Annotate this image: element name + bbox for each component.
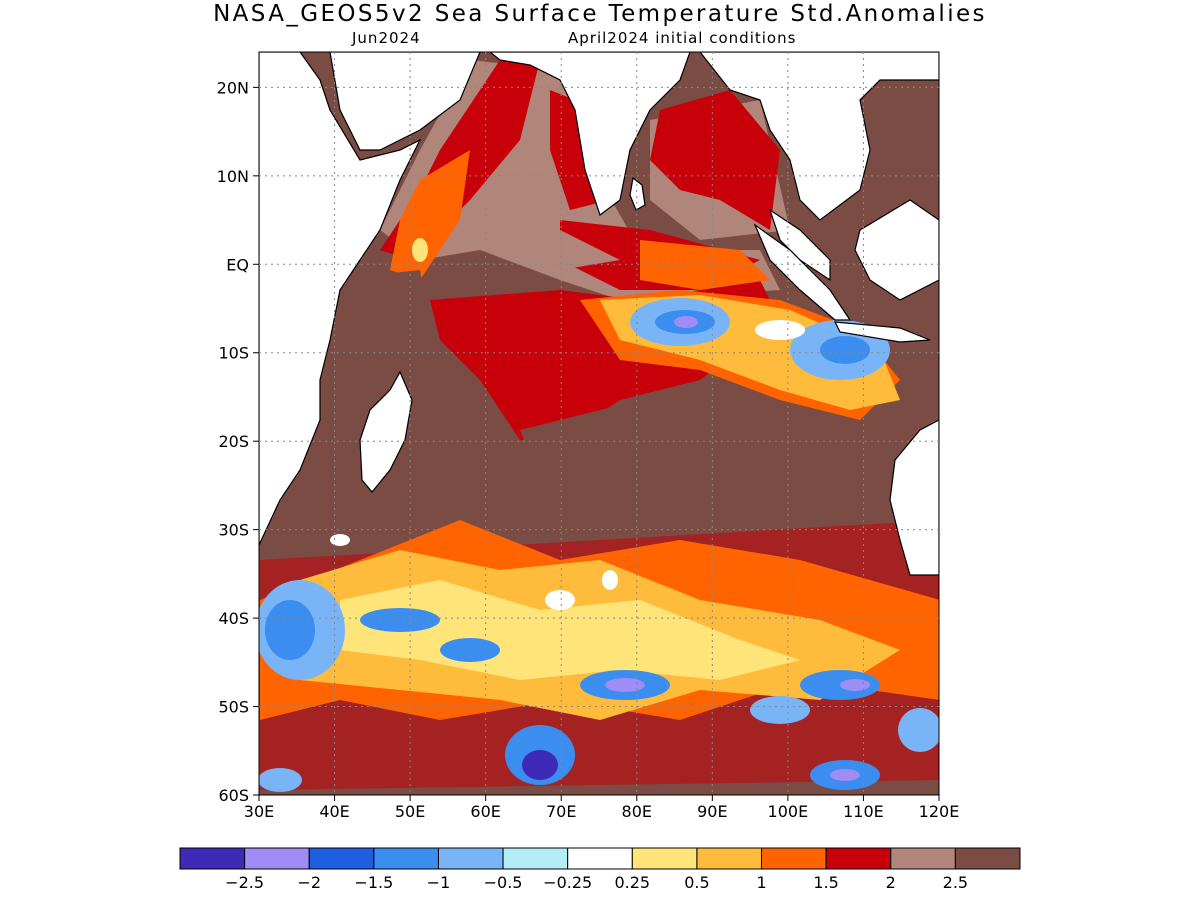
lat-label: 50S <box>218 698 249 717</box>
land-malay <box>768 208 831 282</box>
lon-label: 30E <box>244 802 274 821</box>
lat-label: EQ <box>226 255 249 274</box>
colorbar-label: −0.25 <box>543 873 593 892</box>
colorbar-swatch <box>954 847 1021 870</box>
lat-label: 20N <box>217 78 249 97</box>
anomaly-region-bengal-red <box>650 90 780 230</box>
lon-label: 80E <box>622 802 652 821</box>
lon-label: 100E <box>768 802 809 821</box>
lon-label: 90E <box>697 802 727 821</box>
lon-label: 50E <box>395 802 425 821</box>
lon-label: 40E <box>319 802 349 821</box>
anomaly-field <box>259 52 939 795</box>
colorbar-swatch <box>890 847 956 870</box>
cool-anomaly-java-core <box>820 336 870 364</box>
colorbar-label: 2 <box>885 873 896 892</box>
cool-anomaly-sw-2 <box>360 608 440 632</box>
map-frame <box>258 51 940 796</box>
colorbar-swatch <box>373 847 439 870</box>
colorbar-label: −1.5 <box>354 873 394 892</box>
anomaly-region-equatorial-orange <box>640 240 770 290</box>
axes: 30E 40E 50E 60E 70E 80E 90E 100E 110E 120E 20N 10N E… <box>217 52 960 821</box>
map-title: NASA_GEOS5v2 Sea Surface Temperature Std… <box>213 1 987 27</box>
land-borneo <box>854 199 939 301</box>
colorbar-swatch <box>696 847 763 870</box>
colorbar-swatch <box>179 847 246 870</box>
neutral-anomaly-4 <box>330 534 350 546</box>
colorbar-swatch <box>761 847 827 870</box>
cool-anomaly-s-2-core <box>605 678 645 692</box>
cool-anomaly-se-1-core <box>840 679 870 691</box>
anomaly-region-south-brown-1 <box>520 400 800 520</box>
lon-label: 70E <box>546 802 576 821</box>
cool-anomaly-sw-3 <box>440 638 500 662</box>
neutral-anomaly-1 <box>545 590 575 610</box>
colorbar-label: −1 <box>426 873 451 892</box>
lon-label: 120E <box>919 802 960 821</box>
cool-anomaly-sw-1-core <box>265 600 315 660</box>
lon-label: 60E <box>470 802 500 821</box>
lat-label: 30S <box>218 521 249 540</box>
land-africa <box>259 52 422 546</box>
colorbar-swatch <box>502 847 569 870</box>
land-indochina <box>699 52 939 221</box>
cool-anomaly-w-1 <box>259 768 302 792</box>
colorbar-swatch <box>631 847 698 870</box>
colorbar-swatch <box>825 847 892 870</box>
neutral-anomaly-2 <box>755 320 805 340</box>
colorbar-swatch <box>437 847 504 870</box>
lon-label: 110E <box>843 802 884 821</box>
land-madagascar <box>359 370 413 493</box>
lat-label: 10S <box>218 344 249 363</box>
land-arabia <box>329 52 481 151</box>
neutral-anomaly-5 <box>602 570 618 590</box>
colorbar-label: 0.25 <box>614 873 651 892</box>
colorbar-label: 1.5 <box>813 873 839 892</box>
anomaly-region-arabian-orange <box>390 150 470 280</box>
land-sri-lanka <box>629 176 646 211</box>
initial-conditions: April2024 initial conditions <box>568 29 797 47</box>
cool-anomaly-sumatra-center <box>674 316 698 328</box>
anomaly-region-central-lightbrown <box>480 220 620 270</box>
lat-label: 20S <box>218 432 249 451</box>
land-australia <box>889 419 939 576</box>
cool-anomaly-s-1-core <box>522 750 558 780</box>
colorbar-swatch <box>567 847 633 870</box>
lat-label: 40S <box>218 609 249 628</box>
cool-anomaly-se-2-core <box>830 769 860 781</box>
land-india <box>489 52 691 216</box>
land-java <box>833 321 931 343</box>
colorbar-label: 2.5 <box>942 873 969 892</box>
colorbar-swatch <box>244 847 310 870</box>
colorbar-label: −0.5 <box>483 873 523 892</box>
land-sumatra <box>753 223 852 321</box>
colorbar-label: −2.5 <box>225 873 265 892</box>
forecast-month: Jun2024 <box>352 29 421 47</box>
neutral-anomaly-3 <box>412 238 428 262</box>
colorbar-swatch <box>308 847 375 870</box>
cool-anomaly-e-1 <box>750 696 810 724</box>
cool-anomaly-e-2 <box>898 708 939 752</box>
colorbar <box>179 847 1021 870</box>
colorbar-label: −2 <box>297 873 322 892</box>
lat-label: 10N <box>217 167 249 186</box>
lat-label: 60S <box>218 786 249 805</box>
colorbar-label: 0.5 <box>684 873 710 892</box>
colorbar-label: 1 <box>756 873 767 892</box>
